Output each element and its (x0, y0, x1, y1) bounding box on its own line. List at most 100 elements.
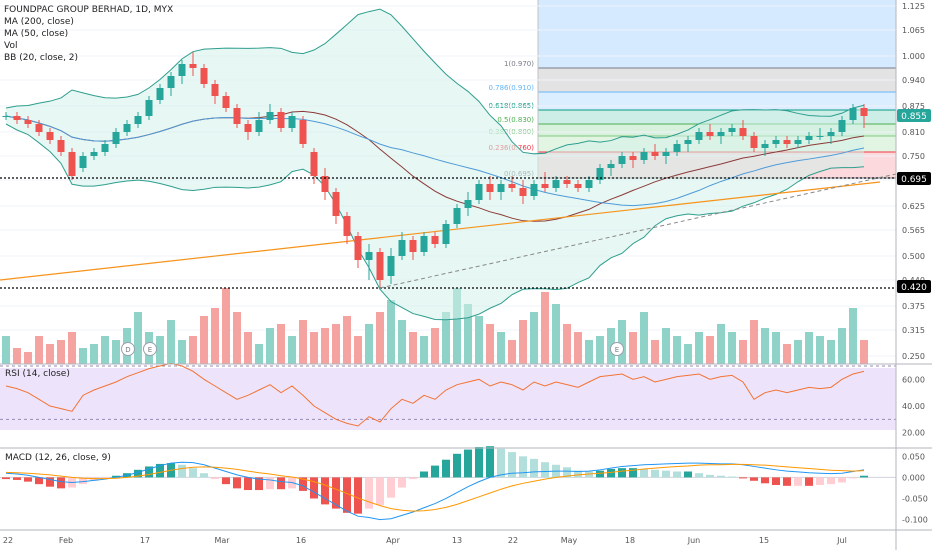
volume-bar (772, 332, 780, 364)
candle-body (706, 132, 714, 136)
legend-ma50[interactable]: MA (50, close) (4, 29, 69, 39)
candle-body (68, 152, 76, 176)
candle-body (783, 140, 791, 144)
price-axis-label: 0.565 (902, 226, 925, 235)
macd-histogram-bar (13, 477, 21, 480)
candle-body (299, 120, 307, 144)
candle-body (464, 200, 472, 208)
candle-body (739, 128, 747, 136)
candle-body (541, 184, 549, 188)
macd-histogram-bar (398, 477, 406, 488)
macd-histogram-bar (321, 477, 329, 505)
candle-body (200, 68, 208, 84)
candle-body (816, 136, 824, 137)
volume-bar (398, 320, 406, 364)
macd-histogram-bar (376, 477, 384, 506)
volume-bar (310, 332, 318, 364)
candle-body (519, 188, 527, 196)
bb-lower-line (5, 123, 865, 321)
volume-bar (486, 324, 494, 364)
time-axis-label: 22 (508, 536, 518, 545)
drawing-lines-layer (0, 173, 897, 289)
macd-histogram-bar (24, 477, 32, 482)
macd-histogram-bar (805, 477, 813, 486)
macd-axis-label: -0.100 (902, 516, 928, 525)
legend-ma200[interactable]: MA (200, close) (4, 17, 74, 27)
candle-body (398, 240, 406, 256)
volume-bar (794, 340, 802, 364)
volume-bar (79, 348, 87, 364)
rsi-title: RSI (14, close) (5, 369, 70, 379)
volume-bar (200, 316, 208, 364)
legend-symbol[interactable]: FOUNDPAC GROUP BERHAD, 1D, MYX (4, 5, 174, 15)
bb-fill (6, 9, 864, 320)
candle-body (79, 156, 87, 168)
volume-bar (585, 340, 593, 364)
time-axis-label: Jul (836, 536, 847, 545)
volume-bar (332, 324, 340, 364)
candle-body (827, 132, 835, 136)
macd-histogram-bar (222, 477, 230, 485)
volume-bar (178, 340, 186, 364)
candle-body (90, 152, 98, 156)
macd-histogram-bar (717, 475, 725, 478)
macd-histogram-bar (420, 471, 428, 478)
last-price-badge: 0.855 (897, 109, 931, 122)
candle-body (695, 132, 703, 140)
candle-body (607, 164, 615, 168)
candle-body (552, 180, 560, 188)
volume-bar (365, 324, 373, 364)
rsi-axis-label: 60.00 (902, 375, 925, 384)
volume-bar (519, 320, 527, 364)
time-axis-label: 13 (452, 536, 462, 545)
candle-body (24, 120, 32, 124)
candle-body (629, 156, 637, 160)
candle-body (563, 180, 571, 184)
volume-bar (464, 304, 472, 364)
volume-bar (552, 304, 560, 364)
candle-body (772, 140, 780, 144)
macd-histogram-bar (255, 477, 263, 491)
rsi-axis-label: 20.00 (902, 429, 925, 438)
price-axis-label: 0.500 (902, 252, 925, 261)
volume-bar (233, 312, 241, 364)
candle-body (310, 152, 318, 176)
volume-bar (255, 344, 263, 364)
volume-bar (816, 336, 824, 364)
volume-bar (321, 328, 329, 364)
volume-bar (530, 312, 538, 364)
volume-bar (717, 324, 725, 364)
price-axis-label: 0.250 (902, 352, 925, 361)
legend-bb[interactable]: BB (20, close, 2) (4, 53, 79, 63)
candle-body (189, 64, 197, 68)
macd-histogram-bar (332, 477, 340, 509)
last-price-text: 0.855 (901, 112, 927, 122)
macd-histogram-bar (530, 458, 538, 478)
volume-layer (2, 288, 868, 364)
time-axis-label: Jun (687, 536, 701, 545)
candle-body (662, 152, 670, 156)
macd-histogram-bar (387, 477, 395, 498)
fib-level-label: 1(0.970) (504, 60, 534, 68)
volume-bar (343, 316, 351, 364)
candle-body (156, 88, 164, 100)
candle-body (585, 180, 593, 188)
volume-bar (695, 332, 703, 364)
legend-vol[interactable]: Vol (4, 41, 18, 51)
macd-histogram-bar (266, 477, 274, 490)
support-high-badge-bg (897, 172, 931, 185)
event-marker-label: D (125, 346, 130, 354)
rsi-band (0, 368, 896, 430)
macd-histogram-bar (519, 456, 527, 478)
candle-body (640, 152, 648, 160)
price-axis-label: 0.375 (902, 302, 925, 311)
volume-bar (706, 336, 714, 364)
macd-histogram-bar (277, 477, 285, 490)
volume-bar (409, 332, 417, 364)
volume-bar (46, 344, 54, 364)
macd-histogram-bar (2, 477, 10, 480)
event-marker-label: E (148, 346, 152, 354)
volume-bar (563, 324, 571, 364)
macd-histogram-bar (299, 477, 307, 491)
